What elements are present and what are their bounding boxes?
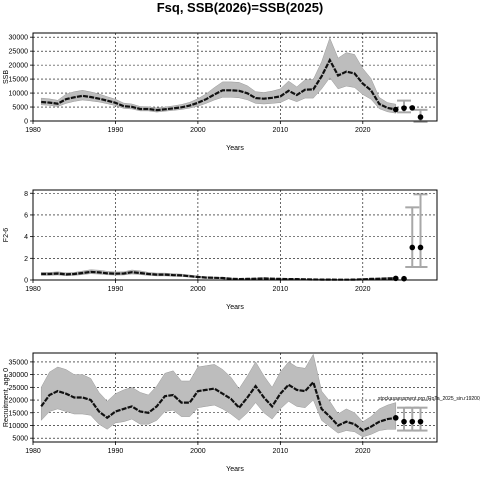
y-tick-label: 8 (24, 191, 28, 198)
forecast-point (409, 105, 416, 111)
panels: 1980 1990 2000 2010 202005000100001500020000… (3, 32, 480, 473)
x-axis-label: Years (226, 466, 244, 473)
x-tick-label: 2000 (190, 127, 206, 134)
forecast-point (401, 105, 407, 111)
y-tick-label: 25000 (9, 49, 29, 56)
forecast-point (401, 418, 407, 425)
panel-2: 1980 1990 2000 2010 2020 0 2 4 6 8 Years F2-6 (3, 189, 438, 311)
forecast-point (417, 244, 424, 251)
confidence-band (40, 37, 397, 114)
y-axis-label: F2-6 (3, 228, 10, 243)
forecast-point (417, 114, 424, 120)
x-tick-label: 1990 (108, 286, 124, 293)
y-axis-label: SSB (3, 70, 10, 84)
y-tick-label: 0 (24, 278, 28, 285)
source-annotation: stockassessment.org (RoTa_2025_sin.r1920… (378, 396, 480, 402)
forecast-point (392, 415, 399, 421)
x-axis-label: Years (226, 304, 244, 311)
y-tick-label: 10000 (9, 91, 29, 98)
plot-frame (32, 32, 438, 122)
y-tick-label: 15000 (9, 77, 29, 84)
y-tick-label: 20000 (9, 398, 29, 405)
y-axis-label: Recruitment, age 0 (3, 368, 10, 427)
x-tick-label: 2000 (190, 448, 206, 455)
plot-frame (32, 352, 438, 443)
plot-frame (32, 189, 438, 281)
forecast-point (409, 244, 416, 251)
x-tick-label: 1980 (25, 448, 41, 455)
confidence-band (40, 353, 397, 438)
y-tick-label: 15000 (9, 410, 29, 417)
y-tick-label: 2 (24, 256, 28, 263)
figure-title: Fsq, SSB(2026)=SSB(2025) (157, 0, 324, 15)
y-tick-label: 25000 (9, 385, 29, 392)
y-tick-label: 10000 (9, 423, 29, 430)
x-tick-label: 2020 (355, 127, 371, 134)
y-tick-label: 30000 (9, 372, 29, 379)
x-tick-label: 2000 (190, 286, 206, 293)
estimate-line (41, 270, 396, 281)
y-tick-label: 4 (24, 234, 28, 241)
forecast-point (392, 106, 399, 113)
y-tick-label: 5000 (12, 436, 28, 443)
y-tick-label: 0 (24, 119, 28, 126)
x-tick-label: 2010 (273, 448, 289, 455)
panel-1: 1980 1990 2000 2010 2020 0 5000 10000 15000 20000… (3, 32, 438, 152)
forecast-point (417, 418, 424, 425)
y-tick-label: 35000 (9, 359, 29, 366)
x-tick-label: 2010 (273, 286, 289, 293)
y-tick-label: 6 (24, 212, 28, 219)
x-tick-label: 1990 (108, 127, 124, 134)
x-axis-label: Years (226, 145, 244, 152)
forecast-point (401, 275, 407, 282)
x-tick-label: 1990 (108, 448, 124, 455)
x-tick-label: 1980 (25, 286, 41, 293)
x-tick-label: 1980 (25, 127, 41, 134)
estimate-line (41, 57, 397, 112)
y-tick-label: 30000 (9, 35, 29, 42)
estimate-line (40, 380, 396, 432)
panel-3: 1980 1990 2000 2010 2020 5000 10000 15000 20000 2… (3, 352, 480, 473)
y-tick-label: 20000 (9, 63, 29, 70)
x-tick-label: 2020 (355, 286, 371, 293)
y-tick-label: 5000 (12, 105, 28, 112)
x-tick-label: 2020 (355, 448, 371, 455)
forecast-point (409, 418, 416, 425)
x-tick-label: 2010 (273, 127, 289, 134)
